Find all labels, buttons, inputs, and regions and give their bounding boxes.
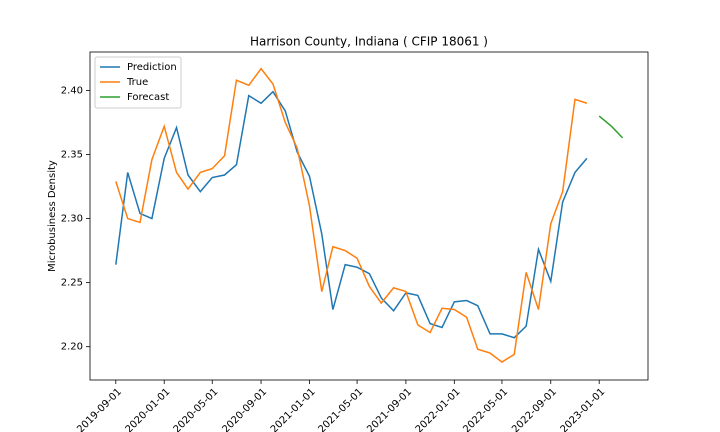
y-tick-label: 2.25 xyxy=(61,278,83,289)
series-line xyxy=(115,90,588,339)
legend-label: Prediction xyxy=(127,62,177,73)
plot-frame xyxy=(89,51,649,381)
y-axis-label: Microbusiness Density xyxy=(47,160,58,272)
legend-label: Forecast xyxy=(127,92,169,103)
chart-title: Harrison County, Indiana ( CFIP 18061 ) xyxy=(250,35,488,49)
y-tick-label: 2.40 xyxy=(61,85,83,96)
y-tick-label: 2.35 xyxy=(61,150,83,161)
series-line xyxy=(115,67,588,363)
y-tick-label: 2.30 xyxy=(61,214,83,225)
series-line xyxy=(598,115,624,139)
legend-box xyxy=(94,56,182,109)
y-tick-label: 2.20 xyxy=(61,342,83,353)
legend-label: True xyxy=(126,77,148,88)
